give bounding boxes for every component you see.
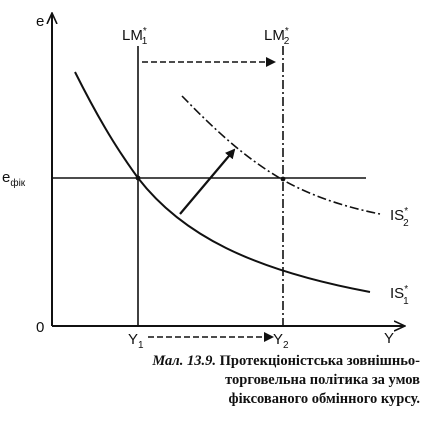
is2-label: IS* 2 bbox=[390, 206, 409, 229]
figure-caption: Мал. 13.9. Протекціоністська зовнішньо- … bbox=[40, 352, 420, 409]
y1-label: Y1 bbox=[128, 331, 144, 350]
y2-label: Y2 bbox=[273, 331, 289, 350]
is1-label: IS* 1 bbox=[390, 284, 409, 307]
efix-label: eфік bbox=[2, 169, 26, 189]
caption-line-2: торговельна політика за умов bbox=[225, 372, 420, 388]
caption-figure-number: Мал. 13.9. bbox=[152, 353, 216, 369]
x-axis-label: Y bbox=[384, 330, 394, 347]
caption-line-3: фіксованого обмінного курсу. bbox=[228, 391, 420, 407]
origin-label: 0 bbox=[36, 319, 44, 336]
y-axis-label: e bbox=[36, 13, 44, 30]
is-shift-arrow bbox=[179, 148, 236, 215]
equilibrium-point-2 bbox=[280, 176, 286, 182]
is1-curve bbox=[74, 71, 371, 293]
diagram-figure: e Y 0 LM* 1 LM* 2 IS* 2 IS* 1 eфік Y1 Y2 bbox=[2, 0, 409, 350]
is2-curve bbox=[181, 95, 381, 215]
equilibrium-point-1 bbox=[135, 175, 141, 181]
caption-text-1: Протекціоністська зовнішньо- bbox=[219, 353, 420, 369]
lm1-label: LM* 1 bbox=[122, 26, 148, 47]
caption-line-1: Мал. 13.9. Протекціоністська зовнішньо- bbox=[40, 352, 420, 371]
lm2-label: LM* 2 bbox=[264, 26, 290, 47]
